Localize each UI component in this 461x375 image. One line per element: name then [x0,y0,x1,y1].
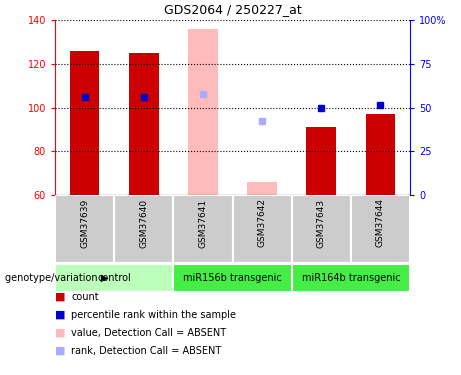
Text: ■: ■ [55,328,65,338]
Bar [173,264,292,292]
Bar [351,195,410,263]
Bar [55,195,114,263]
Text: control: control [97,273,131,283]
Bar [129,53,159,195]
Text: GSM37640: GSM37640 [139,198,148,248]
Bar [292,264,410,292]
Text: ■: ■ [55,310,65,320]
Text: ■: ■ [55,292,65,302]
Bar [55,264,173,292]
Text: miR164b transgenic: miR164b transgenic [301,273,400,283]
Text: ■: ■ [55,346,65,355]
Bar [366,114,395,195]
Text: value, Detection Call = ABSENT: value, Detection Call = ABSENT [71,328,226,338]
Text: GSM37641: GSM37641 [198,198,207,248]
Bar [173,195,232,263]
Bar [70,51,100,195]
Text: genotype/variation ▶: genotype/variation ▶ [5,273,108,283]
Text: GSM37644: GSM37644 [376,198,385,248]
Text: miR156b transgenic: miR156b transgenic [183,273,282,283]
Bar [307,127,336,195]
Text: rank, Detection Call = ABSENT: rank, Detection Call = ABSENT [71,346,221,355]
Text: GSM37639: GSM37639 [80,198,89,248]
Bar [232,195,292,263]
Bar [188,29,218,195]
Text: count: count [71,292,99,302]
Text: percentile rank within the sample: percentile rank within the sample [71,310,236,320]
Text: GSM37642: GSM37642 [258,198,266,248]
Title: GDS2064 / 250227_at: GDS2064 / 250227_at [164,3,301,16]
Text: GSM37643: GSM37643 [317,198,326,248]
Bar [292,195,351,263]
Bar [114,195,173,263]
Bar [247,182,277,195]
